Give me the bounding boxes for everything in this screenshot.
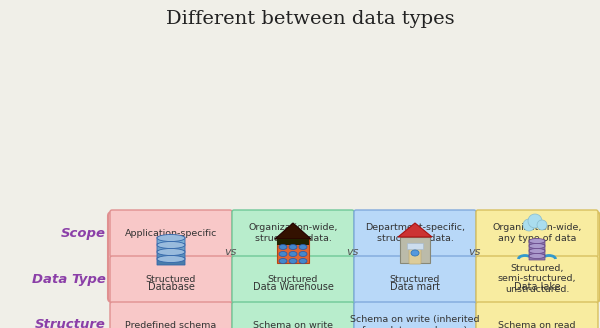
Ellipse shape [279, 252, 287, 256]
Ellipse shape [299, 244, 307, 250]
Text: Scope: Scope [61, 227, 106, 239]
Ellipse shape [279, 258, 287, 263]
Bar [400, 237, 430, 263]
Text: Structure: Structure [35, 318, 106, 328]
Ellipse shape [157, 235, 185, 241]
Text: Database: Database [148, 282, 194, 292]
FancyBboxPatch shape [232, 256, 354, 303]
Text: Schema on read: Schema on read [498, 320, 576, 328]
Text: vs: vs [224, 247, 236, 257]
Text: Application-specific: Application-specific [125, 229, 217, 237]
Text: vs: vs [468, 247, 480, 257]
Ellipse shape [529, 238, 545, 243]
FancyBboxPatch shape [230, 212, 356, 302]
Text: Schema on write (inherited
from data warehouse): Schema on write (inherited from data war… [350, 315, 480, 328]
Ellipse shape [289, 258, 297, 263]
Circle shape [537, 220, 547, 230]
FancyBboxPatch shape [354, 256, 476, 303]
Ellipse shape [529, 249, 545, 254]
Polygon shape [275, 223, 311, 239]
Ellipse shape [411, 250, 419, 256]
Text: Schema on write: Schema on write [253, 320, 333, 328]
Text: Structured,
semi-structured,
unstructured.: Structured, semi-structured, unstructure… [498, 264, 576, 294]
FancyBboxPatch shape [110, 256, 232, 303]
FancyBboxPatch shape [157, 237, 185, 244]
FancyBboxPatch shape [474, 212, 600, 302]
FancyBboxPatch shape [232, 210, 354, 257]
Bar [407, 243, 423, 249]
FancyBboxPatch shape [354, 210, 476, 257]
Text: Department-specific,
structured data.: Department-specific, structured data. [365, 223, 465, 243]
Ellipse shape [529, 254, 545, 258]
Text: vs: vs [346, 247, 358, 257]
FancyBboxPatch shape [354, 302, 476, 328]
Ellipse shape [529, 243, 545, 249]
Text: Different between data types: Different between data types [166, 10, 454, 28]
Ellipse shape [157, 241, 185, 249]
FancyBboxPatch shape [476, 302, 598, 328]
Circle shape [523, 219, 535, 231]
FancyBboxPatch shape [476, 210, 598, 257]
Ellipse shape [157, 249, 185, 256]
Text: Data mart: Data mart [390, 282, 440, 292]
FancyBboxPatch shape [529, 245, 545, 250]
Text: Structured: Structured [146, 275, 196, 283]
Ellipse shape [289, 252, 297, 256]
Ellipse shape [157, 256, 185, 262]
FancyBboxPatch shape [352, 212, 478, 302]
Text: Data lake: Data lake [514, 282, 560, 292]
FancyBboxPatch shape [232, 302, 354, 328]
Text: Predefined schema: Predefined schema [125, 320, 217, 328]
FancyBboxPatch shape [157, 244, 185, 251]
Ellipse shape [279, 244, 287, 250]
Circle shape [528, 214, 542, 228]
Text: Structured: Structured [268, 275, 318, 283]
Polygon shape [398, 223, 432, 237]
FancyBboxPatch shape [529, 240, 545, 245]
Text: Organization-wide,
structured data.: Organization-wide, structured data. [248, 223, 338, 243]
Text: Structured: Structured [390, 275, 440, 283]
Text: Organization-wide,
any type of data: Organization-wide, any type of data [493, 223, 581, 243]
FancyBboxPatch shape [409, 248, 421, 264]
FancyBboxPatch shape [110, 210, 232, 257]
Text: Data Warehouse: Data Warehouse [253, 282, 334, 292]
FancyBboxPatch shape [529, 250, 545, 255]
Bar [277, 239, 309, 245]
Ellipse shape [289, 244, 297, 250]
Bar [277, 239, 309, 263]
Ellipse shape [299, 258, 307, 263]
FancyBboxPatch shape [157, 251, 185, 258]
FancyBboxPatch shape [110, 302, 232, 328]
FancyBboxPatch shape [108, 212, 234, 302]
FancyBboxPatch shape [157, 258, 185, 265]
Text: Data Type: Data Type [32, 273, 106, 285]
FancyBboxPatch shape [529, 255, 545, 260]
Ellipse shape [299, 252, 307, 256]
FancyBboxPatch shape [476, 256, 598, 303]
